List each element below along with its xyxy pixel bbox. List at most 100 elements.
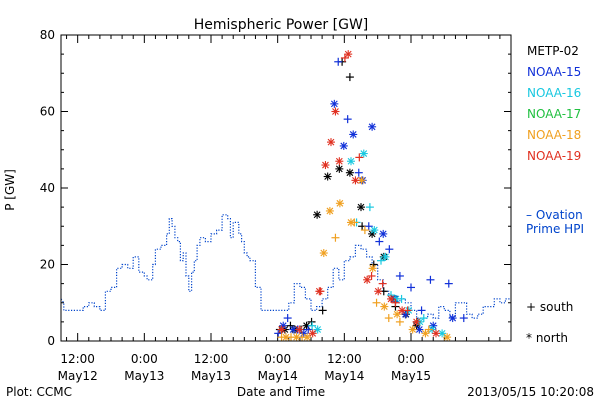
noaa16-north-point [313,325,322,334]
noaa18-north-point [319,249,328,258]
noaa15-south-point [407,283,415,292]
noaa18-south-point [395,317,404,326]
y-tick-label: 0 [47,334,55,348]
noaa18-north-point [303,333,312,342]
noaa19-north-point [398,306,407,315]
x-tick-label: 0:00 [398,352,425,366]
legend-south: + south [526,300,573,314]
noaa19-south-point [355,153,364,162]
x-tick-date-label: May15 [391,369,431,383]
x-tick-labels: 12:00 May12 0:00 May13 12:00 May13 0:00 May14 12… [58,352,431,383]
noaa19-north-point [351,176,360,185]
noaa19-south-point [367,271,376,280]
y-tick-labels: 0 20 40 60 80 [40,28,55,348]
legend-item-noaa17: NOAA-17 [527,107,581,121]
noaa15-south-point [395,271,404,280]
x-axis-label: Date and Time [237,385,325,399]
noaa18-north-point [347,218,355,227]
chart-title: Hemispheric Power [GW] [194,17,369,33]
noaa16-north-point [370,226,379,235]
noaa15-south-point [364,222,373,231]
noaa15-south-point [385,245,394,254]
noaa19-north-point [387,294,395,303]
noaa19-south-point [340,53,349,62]
noaa18-north-point [325,206,334,215]
noaa19-north-point [374,287,383,296]
noaa16-south-point [308,321,317,330]
y-tick-label: 40 [40,181,55,195]
x-tick-label: 12:00 [327,352,362,366]
noaa19-north-point [321,161,330,170]
noaa15-south-point [334,57,343,66]
noaa16-south-point [377,256,385,265]
noaa15-north-point [448,314,457,323]
noaa19-north-point [331,107,340,116]
noaa15-south-point [426,275,435,284]
noaa15-north-point [349,130,358,139]
metop02-north-point [335,164,344,173]
noaa18-south-point [384,314,393,323]
legend-ovation-line1: – Ovation [526,208,583,222]
noaa19-south-point [378,279,387,288]
metop02-south-point [318,306,327,315]
metop02-north-point [345,168,354,177]
plot-frame [60,34,512,342]
noaa18-south-point [331,233,340,242]
noaa19-north-point [412,317,421,326]
ovation-hpi-line [60,214,511,319]
noaa19-north-point [363,275,372,284]
y-tick-label: 80 [40,28,55,42]
noaa19-north-point [344,50,353,59]
legend-item-noaa19: NOAA-19 [527,149,581,163]
noaa18-north-point [282,333,290,342]
ovation-layer [60,214,511,319]
noaa18-south-point [372,298,381,307]
noaa16-south-point [365,203,374,212]
noaa19-north-point [315,287,324,296]
y-tick-label: 20 [40,258,55,272]
noaa15-south-point [417,306,426,315]
noaa19-north-point [335,157,344,166]
x-tick-date-label: May14 [258,369,298,383]
noaa15-north-point [330,99,339,108]
noaa15-south-point [274,329,283,338]
x-tick-date-label: May12 [58,369,98,383]
noaa18-north-point [368,264,377,273]
legend-north: * north [526,331,568,345]
x-tick-date-label: May13 [124,369,164,383]
noaa18-north-point [292,333,301,342]
metop02-north-point [323,172,332,181]
noaa18-north-point [335,199,344,208]
noaa15-south-point [459,314,468,323]
noaa19-north-point [277,325,286,334]
noaa16-north-point [347,157,355,166]
noaa16-south-point [419,314,428,323]
noaa19-south-point [391,298,400,307]
noaa15-north-point [415,325,424,334]
legend-ovation-line2: Prime HPI [526,222,584,236]
noaa19-north-point [327,138,335,147]
x-tick-label: 12:00 [194,352,229,366]
noaa15-south-point [444,279,453,288]
noaa15-south-point [283,314,292,323]
noaa19-north-point [432,329,440,338]
noaa15-north-point [339,141,348,150]
x-tick-date-label: May13 [191,369,231,383]
legend-item-noaa15: NOAA-15 [527,65,581,79]
x-tick-label: 0:00 [131,352,158,366]
noaa18-south-point [360,226,369,235]
x-tick-label: 0:00 [264,352,291,366]
legend-item-metop02: METP-02 [527,44,579,58]
noaa18-north-point [380,302,389,311]
noaa15-north-point [379,229,388,238]
noaa15-south-point [304,325,313,334]
footer-timestamp: 2013/05/15 10:20:08 [467,385,594,399]
noaa18-south-point [424,325,433,334]
noaa18-north-point [443,333,452,342]
metop02-north-point [357,203,365,212]
legend-item-noaa18: NOAA-18 [527,128,581,142]
noaa15-south-point [343,115,352,124]
y-tick-label: 60 [40,105,55,119]
metop02-south-point [345,73,354,82]
